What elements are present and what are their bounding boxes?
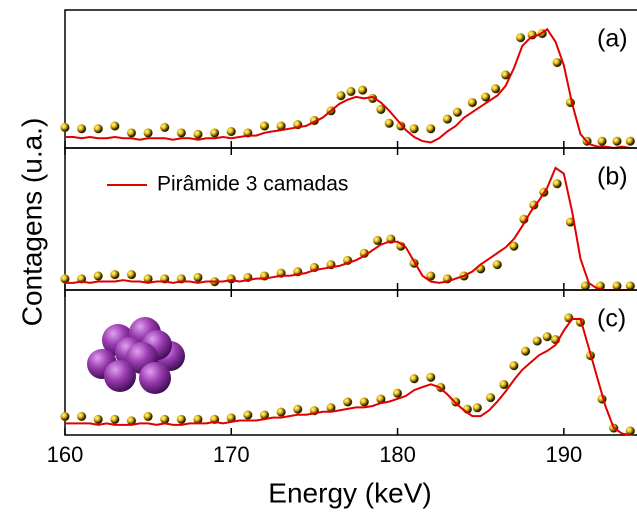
y-axis-label: Contagens (u.a.) [16,118,47,327]
data-point [226,126,236,137]
data-point [143,411,153,422]
data-point [426,124,436,134]
data-point [60,411,70,422]
data-point [60,122,70,133]
data-point [564,313,574,323]
data-point [359,397,369,407]
data-point [499,379,509,390]
data-point [392,388,403,398]
data-point [110,269,120,280]
data-point [612,136,622,146]
x-tick-label: 190 [545,442,582,467]
panel-frame [64,9,637,149]
panel-label: (c) [597,305,626,333]
data-point [76,124,87,134]
data-point [452,107,463,117]
data-point [110,121,120,131]
data-point [293,404,303,414]
data-point [126,269,137,280]
cluster-illustration [87,317,185,394]
data-point [276,407,286,417]
data-point [509,361,519,371]
data-point [259,121,270,131]
data-point [110,414,120,425]
data-point [472,403,483,413]
data-point [93,414,103,425]
data-point [481,92,491,102]
data-point [336,91,346,101]
data-line [65,318,631,436]
data-point [346,86,356,97]
data-point [357,85,368,95]
x-tick-label: 160 [47,442,84,467]
data-point [176,128,187,138]
data-point [467,97,478,108]
data-point [486,392,496,403]
data-line [65,166,631,291]
data-point [409,374,419,384]
data-point [193,129,203,139]
data-point [226,274,236,284]
data-point [442,114,453,124]
data-point [93,124,103,134]
data-point [532,336,542,346]
data-point [409,124,419,134]
data-point [515,33,526,43]
data-point [426,372,436,383]
data-point [210,128,220,138]
data-point [552,179,562,189]
data-point [160,122,170,133]
data-point [625,136,635,146]
data-point [509,241,519,251]
data-point [343,397,353,407]
panel-label: (b) [597,163,628,191]
data-point [143,128,153,138]
data-point [520,346,531,356]
data-point [384,118,394,128]
panel-frame [64,289,637,436]
data-point [597,136,607,146]
data-point [625,426,635,436]
data-point [93,271,103,281]
data-point [376,104,386,115]
data-point [76,411,87,422]
x-tick-label: 180 [379,442,416,467]
data-point [492,260,502,270]
x-tick-label: 170 [213,442,250,467]
legend-label: Pirâmide 3 camadas [157,173,348,196]
data-point [372,235,383,246]
data-point [243,410,253,420]
data-point [176,414,187,425]
x-axis-label: Energy (keV) [268,477,431,508]
data-point [193,272,203,283]
data-point [491,84,501,94]
data-point [552,57,562,68]
data-point [542,332,552,342]
data-line [65,27,631,150]
data-point [126,128,137,138]
panel-frame [64,147,637,291]
panel-label: (a) [597,25,628,53]
